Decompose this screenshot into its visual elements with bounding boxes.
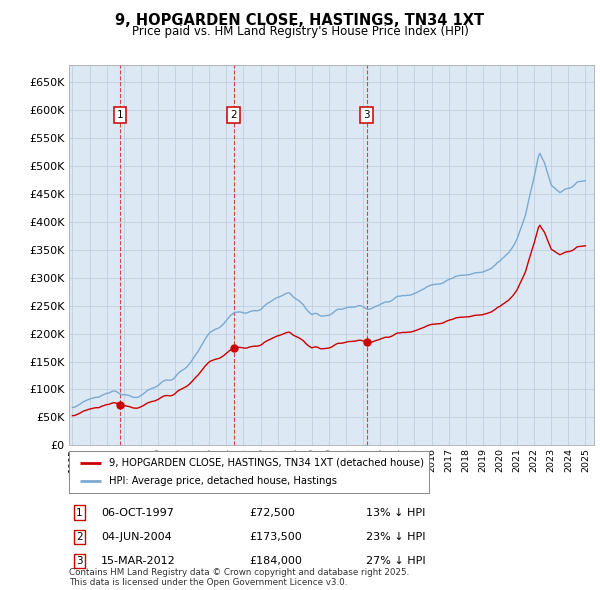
- Text: HPI: Average price, detached house, Hastings: HPI: Average price, detached house, Hast…: [109, 477, 337, 487]
- Text: 9, HOPGARDEN CLOSE, HASTINGS, TN34 1XT: 9, HOPGARDEN CLOSE, HASTINGS, TN34 1XT: [115, 13, 485, 28]
- Text: 2: 2: [230, 110, 237, 120]
- Text: 15-MAR-2012: 15-MAR-2012: [101, 556, 176, 566]
- Text: 3: 3: [76, 556, 83, 566]
- Text: 04-JUN-2004: 04-JUN-2004: [101, 532, 172, 542]
- Text: 06-OCT-1997: 06-OCT-1997: [101, 508, 173, 517]
- Text: 27% ↓ HPI: 27% ↓ HPI: [366, 556, 425, 566]
- Text: 2: 2: [76, 532, 83, 542]
- Text: 13% ↓ HPI: 13% ↓ HPI: [366, 508, 425, 517]
- Text: £72,500: £72,500: [249, 508, 295, 517]
- Text: 3: 3: [364, 110, 370, 120]
- Text: 9, HOPGARDEN CLOSE, HASTINGS, TN34 1XT (detached house): 9, HOPGARDEN CLOSE, HASTINGS, TN34 1XT (…: [109, 457, 424, 467]
- Text: Contains HM Land Registry data © Crown copyright and database right 2025.
This d: Contains HM Land Registry data © Crown c…: [69, 568, 409, 587]
- Text: 1: 1: [76, 508, 83, 517]
- Text: 1: 1: [116, 110, 123, 120]
- Text: Price paid vs. HM Land Registry's House Price Index (HPI): Price paid vs. HM Land Registry's House …: [131, 25, 469, 38]
- Text: £173,500: £173,500: [249, 532, 302, 542]
- Text: £184,000: £184,000: [249, 556, 302, 566]
- Text: 23% ↓ HPI: 23% ↓ HPI: [366, 532, 425, 542]
